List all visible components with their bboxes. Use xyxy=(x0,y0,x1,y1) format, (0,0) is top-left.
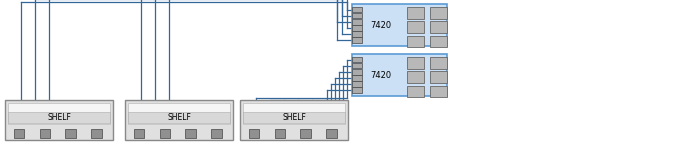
Text: SHELF: SHELF xyxy=(282,113,306,122)
Bar xyxy=(407,21,424,33)
Bar xyxy=(430,57,447,69)
Bar xyxy=(8,103,110,124)
Bar xyxy=(14,129,24,138)
Bar xyxy=(243,112,345,123)
Bar xyxy=(134,129,145,138)
Bar xyxy=(243,103,345,124)
Bar xyxy=(430,35,447,47)
Text: 7420: 7420 xyxy=(370,71,391,80)
Bar xyxy=(430,86,447,97)
Bar xyxy=(407,71,424,83)
Text: SHELF: SHELF xyxy=(47,113,71,122)
Bar xyxy=(352,54,447,96)
Bar xyxy=(352,57,363,62)
Bar xyxy=(352,7,363,12)
Bar xyxy=(301,129,311,138)
Bar xyxy=(128,112,230,123)
Bar xyxy=(430,21,447,33)
Bar xyxy=(352,75,363,81)
Bar xyxy=(128,103,230,124)
Bar xyxy=(5,100,113,140)
Bar xyxy=(352,87,363,93)
Bar xyxy=(39,129,50,138)
Bar xyxy=(352,13,363,19)
Bar xyxy=(125,100,233,140)
Bar xyxy=(240,100,348,140)
Bar xyxy=(352,37,363,43)
Text: 7420: 7420 xyxy=(370,20,391,30)
Bar xyxy=(352,31,363,37)
Bar xyxy=(407,35,424,47)
Bar xyxy=(160,129,170,138)
Bar xyxy=(352,25,363,31)
Bar xyxy=(274,129,285,138)
Bar xyxy=(65,129,76,138)
Bar xyxy=(352,4,447,46)
Bar xyxy=(407,86,424,97)
Bar xyxy=(407,57,424,69)
Bar xyxy=(211,129,222,138)
Bar xyxy=(430,71,447,83)
Bar xyxy=(352,69,363,75)
Bar xyxy=(407,7,424,19)
Bar xyxy=(327,129,337,138)
Bar xyxy=(352,63,363,69)
Bar xyxy=(430,7,447,19)
Bar xyxy=(8,112,110,123)
Bar xyxy=(249,129,259,138)
Bar xyxy=(352,81,363,87)
Text: SHELF: SHELF xyxy=(167,113,191,122)
Bar xyxy=(185,129,196,138)
Bar xyxy=(92,129,103,138)
Bar xyxy=(352,19,363,25)
